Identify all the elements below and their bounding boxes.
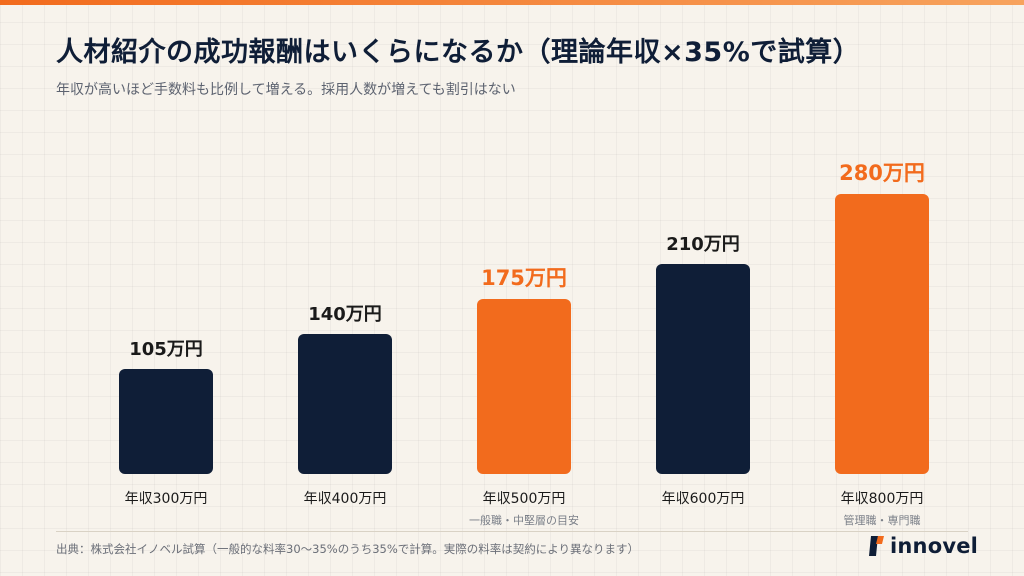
category-label-3: 年収500万円 — [483, 491, 566, 507]
category-label-4: 年収600万円 — [662, 491, 745, 507]
category-label-5: 年収800万円 — [841, 491, 924, 507]
value-label-4: 210万円 — [666, 234, 740, 255]
category-label-1: 年収300万円 — [125, 491, 208, 507]
page-title: 人材紹介の成功報酬はいくらになるか（理論年収×35%で試算） — [56, 37, 861, 68]
footer-divider — [56, 531, 968, 532]
bar-4 — [656, 264, 750, 474]
value-label-5: 280万円 — [839, 161, 925, 185]
source-note: 出典：株式会社イノベル試算（一般的な料率30〜35%のうち35%で計算。実際の料… — [56, 542, 640, 556]
category-sublabel-5: 管理職・専門職 — [844, 513, 921, 527]
bar-1 — [119, 369, 213, 474]
category-sublabel-3: 一般職・中堅層の目安 — [469, 513, 579, 527]
category-label-2: 年収400万円 — [304, 491, 387, 507]
page-subtitle: 年収が高いほど手数料も比例して増える。採用人数が増えても割引はない — [56, 82, 516, 98]
value-label-1: 105万円 — [129, 339, 203, 360]
bar-5 — [835, 194, 929, 474]
bar-3 — [477, 299, 571, 474]
brand-logo: innovel — [868, 532, 978, 560]
bar-2 — [298, 334, 392, 474]
logo-text: innovel — [890, 534, 979, 558]
innovel-logo-icon — [869, 536, 884, 556]
top-accent-stripe — [0, 0, 1024, 5]
value-label-2: 140万円 — [308, 304, 382, 325]
value-label-3: 175万円 — [481, 266, 567, 290]
